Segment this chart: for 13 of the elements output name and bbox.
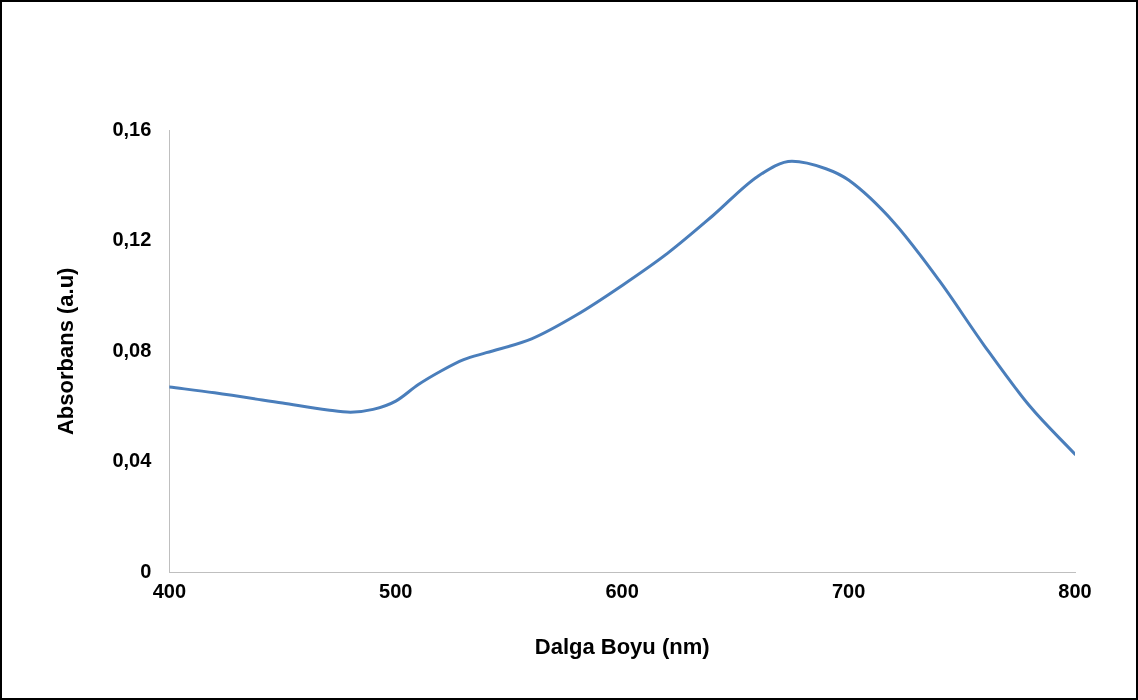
y-tick-label: 0,08 bbox=[112, 338, 152, 361]
x-tick-label: 700 bbox=[831, 580, 866, 603]
y-tick-label: 0,04 bbox=[112, 449, 153, 472]
y-axis-title: Absorbans (a.u) bbox=[53, 267, 79, 436]
line-series bbox=[169, 159, 1075, 456]
y-tick-label: 0 bbox=[140, 560, 152, 583]
x-axis-title: Dalga Boyu (nm) bbox=[534, 633, 710, 659]
x-tick-label: 800 bbox=[1058, 580, 1092, 603]
y-tick-label: 0,12 bbox=[112, 228, 152, 251]
y-tick-label: 0,16 bbox=[112, 117, 152, 140]
x-tick-label: 400 bbox=[152, 580, 187, 603]
x-tick-label: 500 bbox=[379, 580, 413, 603]
x-tick-label: 600 bbox=[605, 580, 639, 603]
